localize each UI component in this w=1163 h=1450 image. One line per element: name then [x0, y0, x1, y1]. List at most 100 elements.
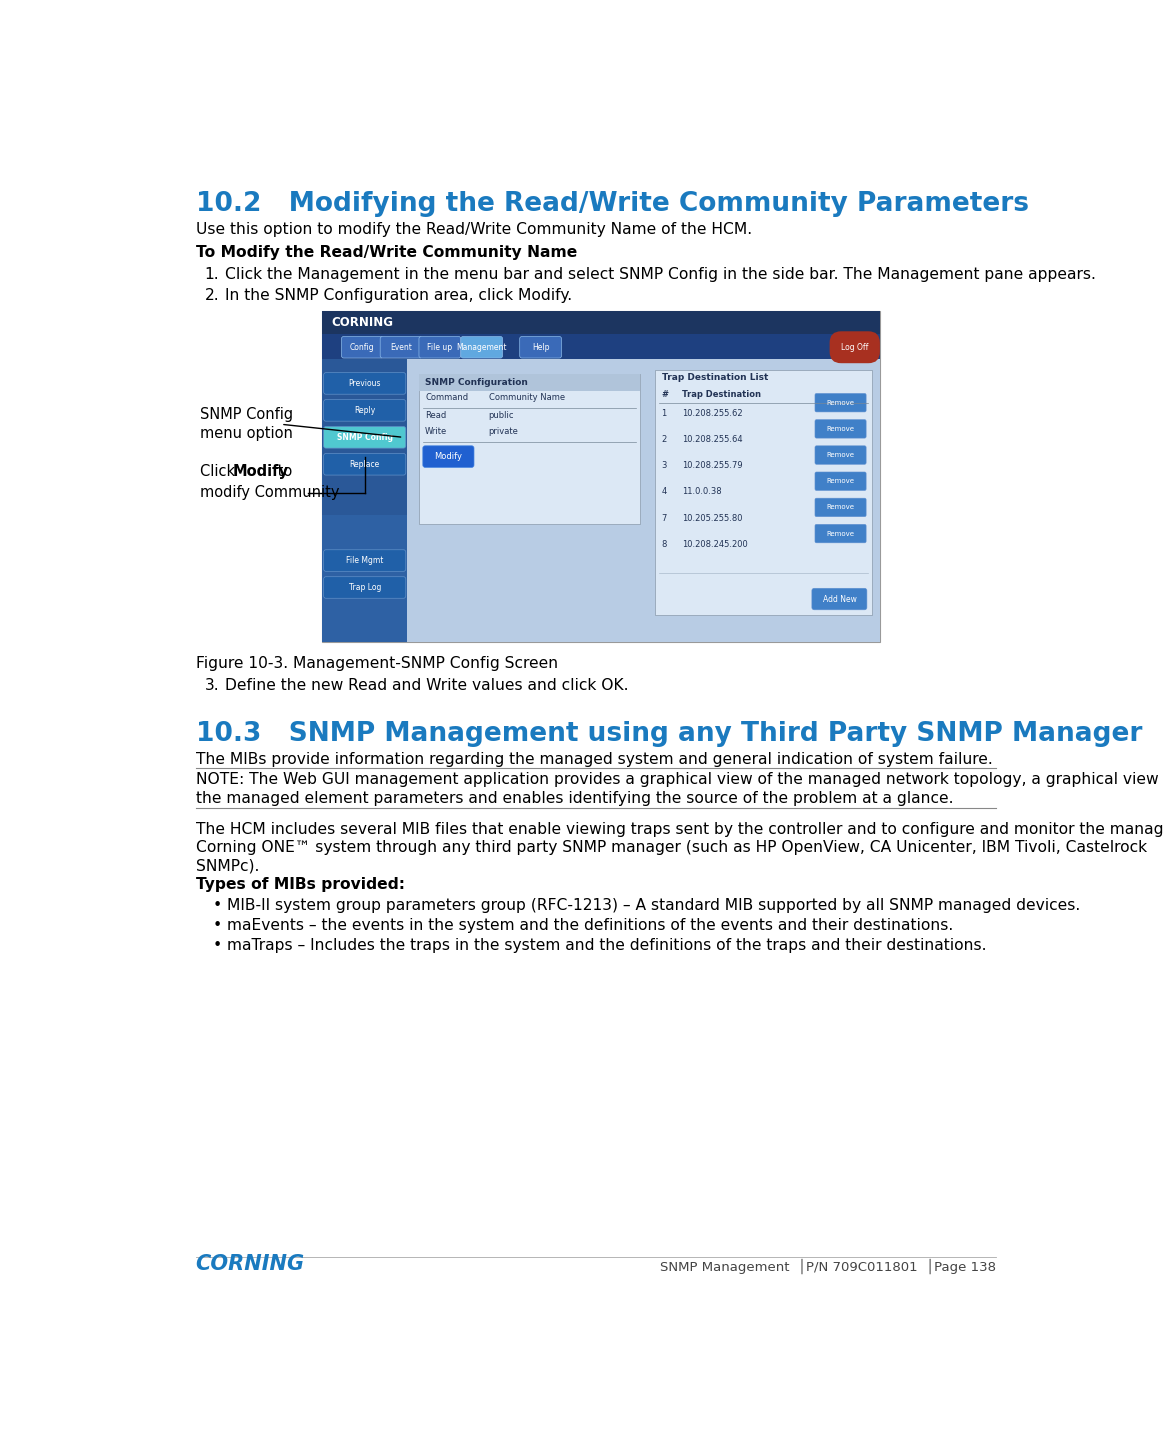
Text: Remove: Remove — [827, 531, 855, 536]
FancyBboxPatch shape — [815, 499, 866, 516]
Text: Management: Management — [456, 342, 507, 352]
Text: 10.205.255.80: 10.205.255.80 — [683, 513, 743, 522]
Text: The MIBs provide information regarding the managed system and general indication: The MIBs provide information regarding t… — [195, 751, 992, 767]
Text: Help: Help — [531, 342, 549, 352]
Text: NOTE: The Web GUI management application provides a graphical view of the manage: NOTE: The Web GUI management application… — [195, 773, 1163, 787]
Text: In the SNMP Configuration area, click Modify.: In the SNMP Configuration area, click Mo… — [226, 289, 572, 303]
FancyBboxPatch shape — [812, 589, 866, 610]
Bar — [655, 370, 872, 615]
Text: File Mgmt: File Mgmt — [347, 555, 384, 566]
Text: 10.208.255.79: 10.208.255.79 — [683, 461, 743, 470]
Text: #: # — [662, 390, 669, 399]
Text: Remove: Remove — [827, 400, 855, 406]
FancyBboxPatch shape — [380, 336, 422, 358]
FancyBboxPatch shape — [520, 336, 562, 358]
FancyBboxPatch shape — [323, 550, 406, 571]
FancyBboxPatch shape — [815, 419, 866, 438]
Text: 11.0.0.38: 11.0.0.38 — [683, 487, 722, 496]
Text: To Modify the Read/Write Community Name: To Modify the Read/Write Community Name — [195, 245, 577, 260]
Text: Remove: Remove — [827, 478, 855, 484]
Bar — [322, 312, 880, 642]
FancyBboxPatch shape — [815, 473, 866, 490]
Text: 10.208.255.62: 10.208.255.62 — [683, 409, 743, 418]
Text: CORNING: CORNING — [195, 1254, 305, 1273]
Text: Command: Command — [426, 393, 469, 402]
Text: Add New: Add New — [823, 594, 857, 603]
Text: 10.208.245.200: 10.208.245.200 — [683, 539, 748, 548]
Text: Modify: Modify — [435, 452, 463, 461]
Text: 3: 3 — [662, 461, 666, 470]
FancyBboxPatch shape — [323, 373, 406, 394]
Text: the managed element parameters and enables identifying the source of the problem: the managed element parameters and enabl… — [195, 790, 954, 806]
Text: public: public — [488, 412, 514, 420]
Text: SNMP Config
menu option: SNMP Config menu option — [200, 407, 293, 441]
Text: The HCM includes several MIB files that enable viewing traps sent by the control: The HCM includes several MIB files that … — [195, 822, 1163, 837]
FancyBboxPatch shape — [323, 426, 406, 448]
Text: 2.: 2. — [205, 289, 219, 303]
Text: Remove: Remove — [827, 426, 855, 432]
FancyBboxPatch shape — [423, 445, 475, 467]
Text: •: • — [213, 938, 222, 953]
Text: Community Name: Community Name — [488, 393, 565, 402]
Text: Replace: Replace — [350, 460, 380, 468]
Text: Trap Log: Trap Log — [349, 583, 381, 592]
Text: 7: 7 — [662, 513, 666, 522]
Text: 10.3   SNMP Management using any Third Party SNMP Manager: 10.3 SNMP Management using any Third Par… — [195, 721, 1142, 747]
Text: CORNING: CORNING — [331, 316, 393, 329]
Text: Config: Config — [350, 342, 374, 352]
FancyBboxPatch shape — [323, 400, 406, 420]
Text: File up: File up — [427, 342, 452, 352]
Text: Use this option to modify the Read/Write Community Name of the HCM.: Use this option to modify the Read/Write… — [195, 222, 751, 236]
Text: modify Community: modify Community — [200, 486, 340, 500]
Text: Log Off: Log Off — [841, 342, 869, 352]
FancyBboxPatch shape — [815, 445, 866, 464]
Text: SNMP Management  │P/N 709C011801  │Page 138: SNMP Management │P/N 709C011801 │Page 13… — [661, 1259, 997, 1273]
Text: Click: Click — [200, 464, 240, 480]
Text: 10.2   Modifying the Read/Write Community Parameters: 10.2 Modifying the Read/Write Community … — [195, 191, 1029, 218]
Text: SNMPc).: SNMPc). — [195, 858, 259, 873]
Text: Trap Destination List: Trap Destination List — [662, 374, 768, 383]
Text: Read: Read — [426, 412, 447, 420]
Text: Figure 10-3. Management-SNMP Config Screen: Figure 10-3. Management-SNMP Config Scre… — [195, 655, 558, 671]
Bar — [407, 358, 880, 642]
Text: Previous: Previous — [349, 378, 381, 389]
Bar — [419, 374, 640, 392]
Text: MIB-II system group parameters group (RFC-1213) – A standard MIB supported by al: MIB-II system group parameters group (RF… — [227, 898, 1080, 914]
Bar — [419, 374, 640, 525]
FancyBboxPatch shape — [461, 336, 502, 358]
FancyBboxPatch shape — [419, 336, 461, 358]
FancyBboxPatch shape — [815, 393, 866, 412]
Text: Modify: Modify — [233, 464, 288, 480]
Text: Remove: Remove — [827, 505, 855, 510]
Text: 1: 1 — [662, 409, 666, 418]
FancyBboxPatch shape — [323, 454, 406, 476]
Text: •: • — [213, 918, 222, 932]
Text: maEvents – the events in the system and the definitions of the events and their : maEvents – the events in the system and … — [227, 918, 952, 932]
FancyBboxPatch shape — [323, 577, 406, 599]
Text: to: to — [273, 464, 293, 480]
Text: Click the Management in the menu bar and select SNMP Config in the side bar. The: Click the Management in the menu bar and… — [226, 267, 1096, 283]
Text: Corning ONE™ system through any third party SNMP manager (such as HP OpenView, C: Corning ONE™ system through any third pa… — [195, 840, 1147, 856]
Text: 3.: 3. — [205, 679, 219, 693]
Text: Types of MIBs provided:: Types of MIBs provided: — [195, 877, 405, 892]
Text: 1.: 1. — [205, 267, 219, 283]
Text: maTraps – Includes the traps in the system and the definitions of the traps and : maTraps – Includes the traps in the syst… — [227, 938, 986, 953]
Text: Reply: Reply — [354, 406, 376, 415]
Text: 2: 2 — [662, 435, 666, 444]
Text: •: • — [213, 898, 222, 914]
Text: Write: Write — [426, 426, 448, 435]
Text: 4: 4 — [662, 487, 666, 496]
Bar — [322, 358, 407, 642]
Bar — [322, 515, 407, 642]
Bar — [322, 334, 880, 358]
FancyBboxPatch shape — [342, 336, 384, 358]
Text: Trap Destination: Trap Destination — [683, 390, 762, 399]
Bar — [322, 312, 880, 334]
Text: 8: 8 — [662, 539, 666, 548]
Text: Define the new Read and Write values and click OK.: Define the new Read and Write values and… — [226, 679, 629, 693]
Text: SNMP Config: SNMP Config — [337, 434, 393, 442]
FancyBboxPatch shape — [815, 525, 866, 542]
Text: Event: Event — [391, 342, 412, 352]
Text: Remove: Remove — [827, 452, 855, 458]
Text: private: private — [488, 426, 519, 435]
